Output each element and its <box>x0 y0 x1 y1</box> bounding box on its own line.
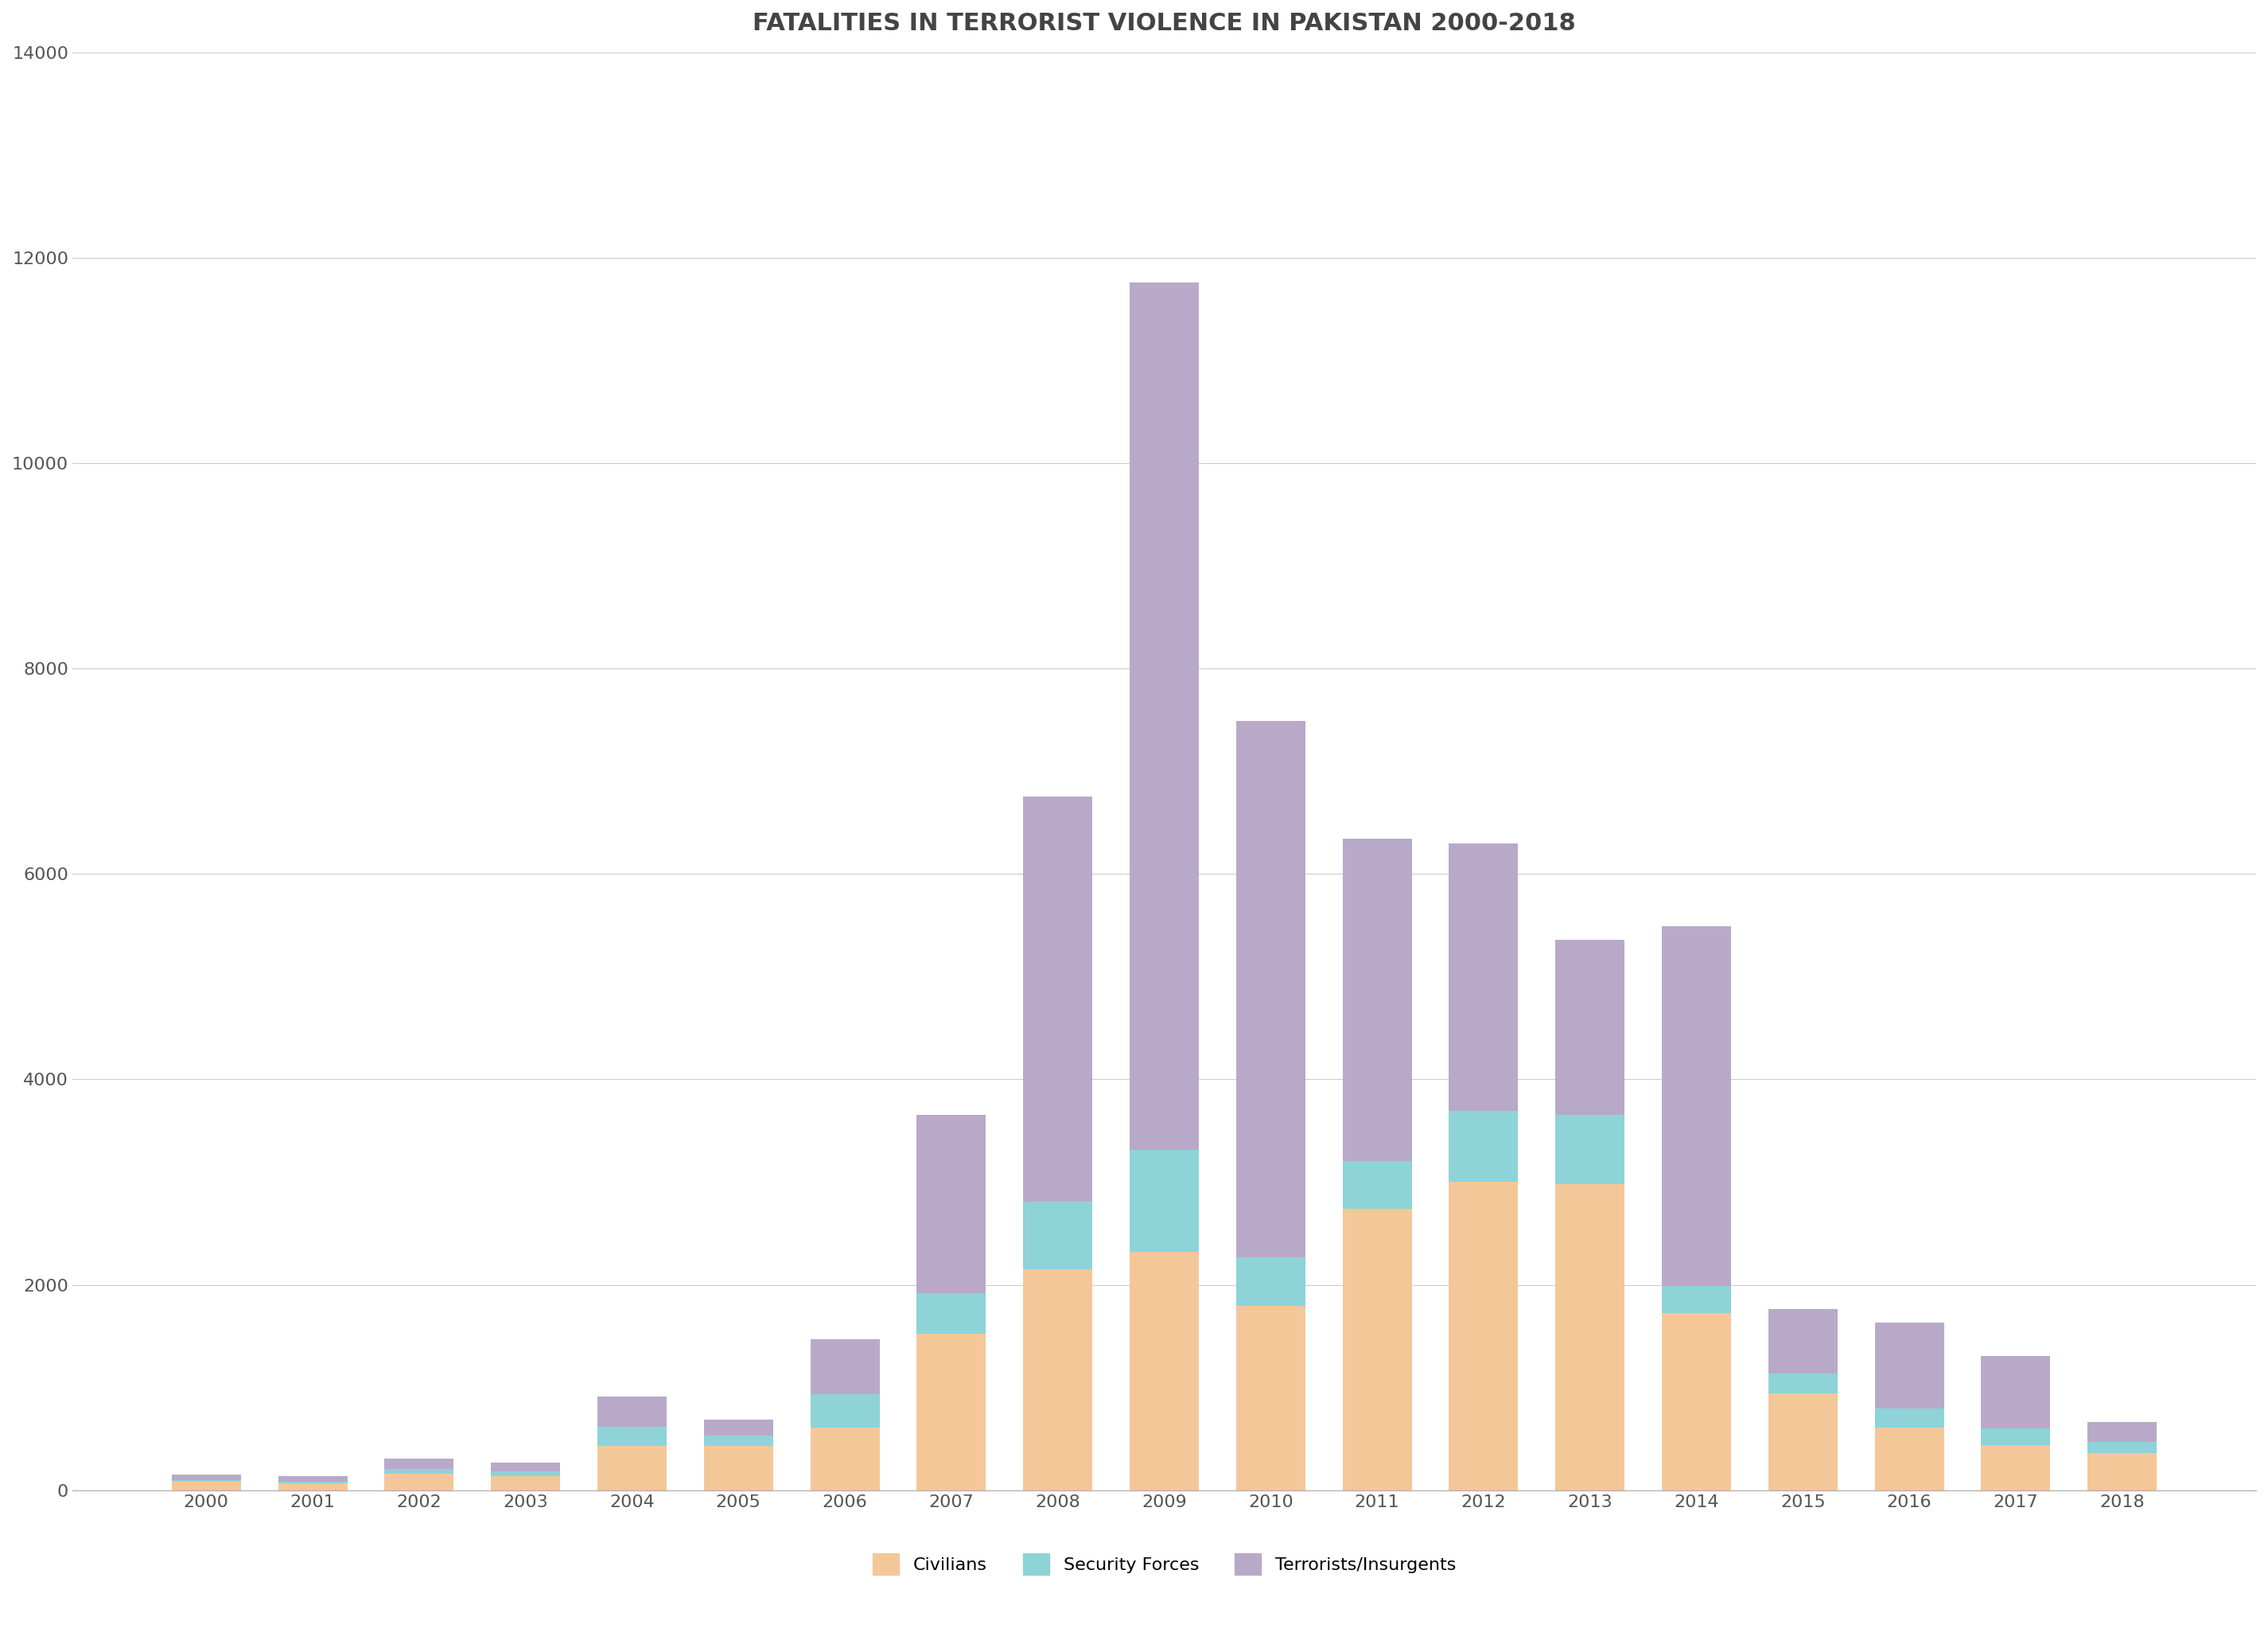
Bar <box>1769 1373 1837 1394</box>
Bar <box>1982 1356 2050 1429</box>
Bar <box>1129 1150 1200 1251</box>
Bar <box>279 1483 347 1490</box>
Bar <box>1023 796 1093 1201</box>
Bar <box>2087 1442 2157 1454</box>
Bar <box>1982 1445 2050 1490</box>
Bar <box>1769 1309 1837 1373</box>
Bar <box>1236 722 1306 1257</box>
Bar <box>703 1421 773 1435</box>
Bar <box>1343 1160 1411 1210</box>
Bar <box>596 1396 667 1427</box>
Legend: Civilians, Security Forces, Terrorists/Insurgents: Civilians, Security Forces, Terrorists/I… <box>866 1546 1463 1582</box>
Bar <box>1023 1269 1093 1490</box>
Bar <box>490 1463 560 1472</box>
Bar <box>1343 1210 1411 1490</box>
Bar <box>490 1475 560 1490</box>
Bar <box>1236 1305 1306 1490</box>
Bar <box>1876 1409 1944 1427</box>
Bar <box>810 1340 880 1394</box>
Bar <box>279 1475 347 1482</box>
Bar <box>1662 1313 1730 1490</box>
Bar <box>2087 1422 2157 1442</box>
Bar <box>596 1427 667 1445</box>
Bar <box>1343 839 1411 1160</box>
Bar <box>1449 1111 1517 1182</box>
Bar <box>1023 1201 1093 1269</box>
Bar <box>596 1445 667 1490</box>
Bar <box>916 1292 987 1333</box>
Bar <box>1982 1429 2050 1445</box>
Bar <box>1449 844 1517 1111</box>
Bar <box>1769 1394 1837 1490</box>
Bar <box>172 1475 240 1480</box>
Bar <box>1129 282 1200 1150</box>
Bar <box>810 1394 880 1427</box>
Bar <box>1556 1183 1624 1490</box>
Bar <box>1236 1257 1306 1305</box>
Bar <box>1449 1182 1517 1490</box>
Bar <box>703 1445 773 1490</box>
Title: FATALITIES IN TERRORIST VIOLENCE IN PAKISTAN 2000-2018: FATALITIES IN TERRORIST VIOLENCE IN PAKI… <box>753 12 1576 35</box>
Bar <box>1662 926 1730 1285</box>
Bar <box>386 1468 454 1473</box>
Bar <box>1662 1285 1730 1313</box>
Bar <box>1556 1114 1624 1183</box>
Bar <box>1876 1322 1944 1409</box>
Bar <box>1556 939 1624 1114</box>
Bar <box>916 1116 987 1292</box>
Bar <box>490 1472 560 1475</box>
Bar <box>386 1473 454 1490</box>
Bar <box>2087 1454 2157 1490</box>
Bar <box>810 1427 880 1490</box>
Bar <box>386 1458 454 1468</box>
Bar <box>1876 1427 1944 1490</box>
Bar <box>1129 1251 1200 1490</box>
Bar <box>916 1333 987 1490</box>
Bar <box>703 1435 773 1445</box>
Bar <box>172 1482 240 1490</box>
